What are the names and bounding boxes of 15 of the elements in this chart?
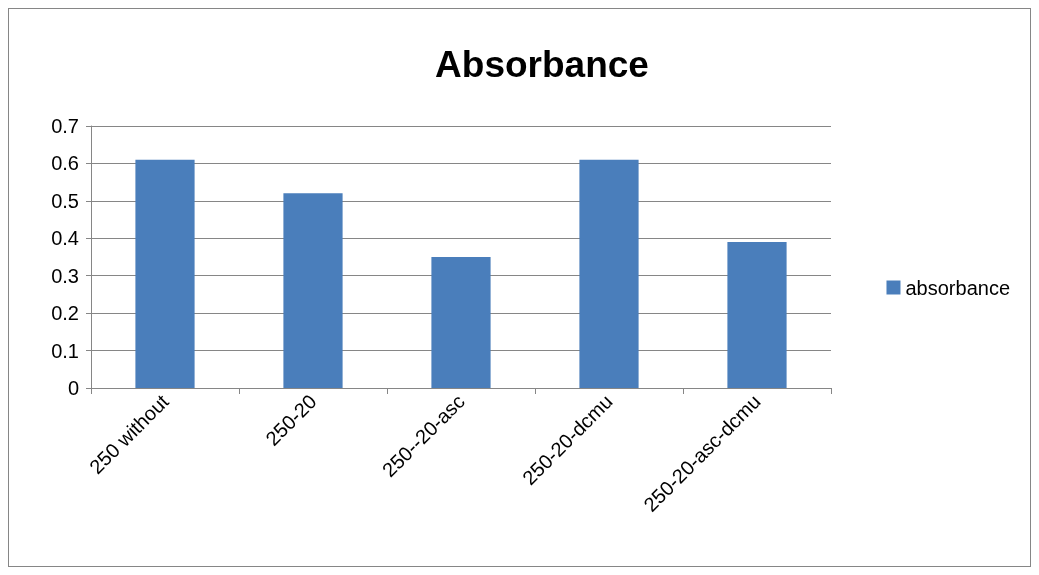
- chart-title: Absorbance: [435, 44, 649, 85]
- y-tick-label: 0.6: [51, 152, 79, 175]
- bar: [135, 159, 195, 388]
- y-tick-label: 0.4: [51, 227, 79, 250]
- y-tick-label: 0: [67, 377, 79, 399]
- y-tick-label: 0.7: [51, 115, 79, 137]
- bar: [727, 242, 787, 388]
- bar: [579, 159, 639, 388]
- legend-label: absorbance: [905, 276, 1011, 299]
- y-tick-label: 0.1: [51, 339, 79, 362]
- bar: [283, 193, 343, 388]
- y-tick-label: 0.2: [51, 302, 79, 325]
- bar: [431, 257, 491, 388]
- y-tick-label: 0.5: [51, 189, 79, 212]
- y-tick-label: 0.3: [51, 264, 79, 287]
